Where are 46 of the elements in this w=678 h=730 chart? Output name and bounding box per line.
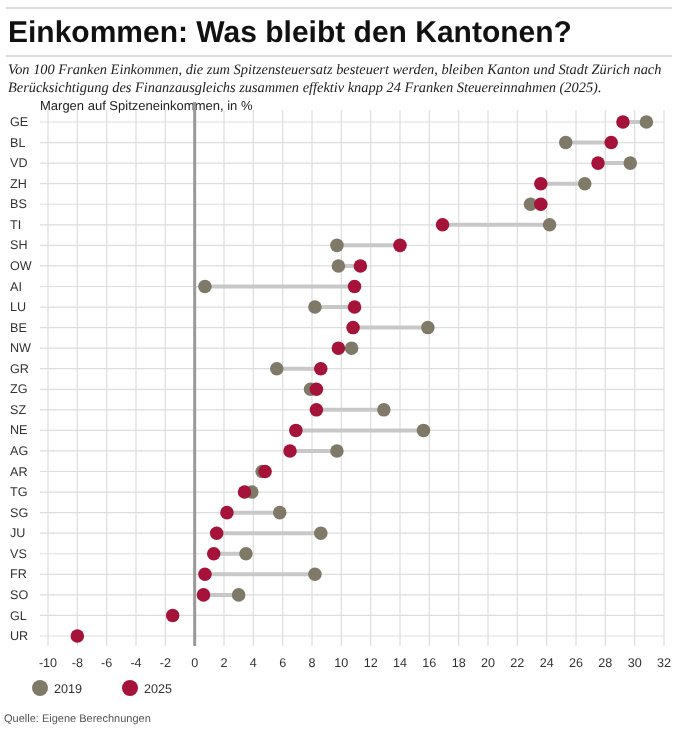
point bbox=[353, 259, 368, 273]
point bbox=[209, 526, 224, 540]
point bbox=[377, 403, 391, 417]
chart-title: Einkommen: Was bleibt den Kantonen? bbox=[8, 16, 572, 50]
point bbox=[198, 279, 212, 294]
point bbox=[231, 588, 246, 602]
point bbox=[220, 505, 234, 520]
point bbox=[416, 423, 431, 438]
point bbox=[346, 320, 360, 335]
point bbox=[198, 567, 212, 582]
point bbox=[347, 300, 362, 314]
point bbox=[623, 156, 638, 170]
point bbox=[309, 382, 324, 397]
point bbox=[639, 115, 654, 129]
point bbox=[165, 608, 180, 623]
point bbox=[542, 218, 557, 232]
point bbox=[70, 629, 85, 643]
point bbox=[196, 588, 211, 602]
point bbox=[421, 320, 435, 335]
point bbox=[330, 238, 344, 253]
point bbox=[309, 403, 324, 417]
point bbox=[308, 300, 322, 314]
point bbox=[206, 547, 221, 561]
point bbox=[347, 279, 362, 294]
point bbox=[270, 361, 284, 376]
point bbox=[616, 115, 630, 129]
point bbox=[604, 135, 618, 150]
point bbox=[591, 156, 605, 170]
point bbox=[272, 505, 287, 520]
point bbox=[393, 238, 407, 253]
point bbox=[435, 218, 450, 232]
point bbox=[558, 135, 573, 150]
point bbox=[237, 485, 252, 499]
point bbox=[308, 567, 322, 582]
point bbox=[534, 197, 548, 211]
point bbox=[331, 259, 346, 273]
point bbox=[534, 176, 548, 191]
point bbox=[239, 547, 253, 561]
point bbox=[314, 361, 328, 376]
point bbox=[330, 444, 344, 458]
point bbox=[314, 526, 328, 540]
point bbox=[331, 341, 346, 355]
point bbox=[283, 444, 297, 458]
point bbox=[289, 423, 303, 438]
point bbox=[578, 176, 592, 191]
point bbox=[344, 341, 359, 355]
